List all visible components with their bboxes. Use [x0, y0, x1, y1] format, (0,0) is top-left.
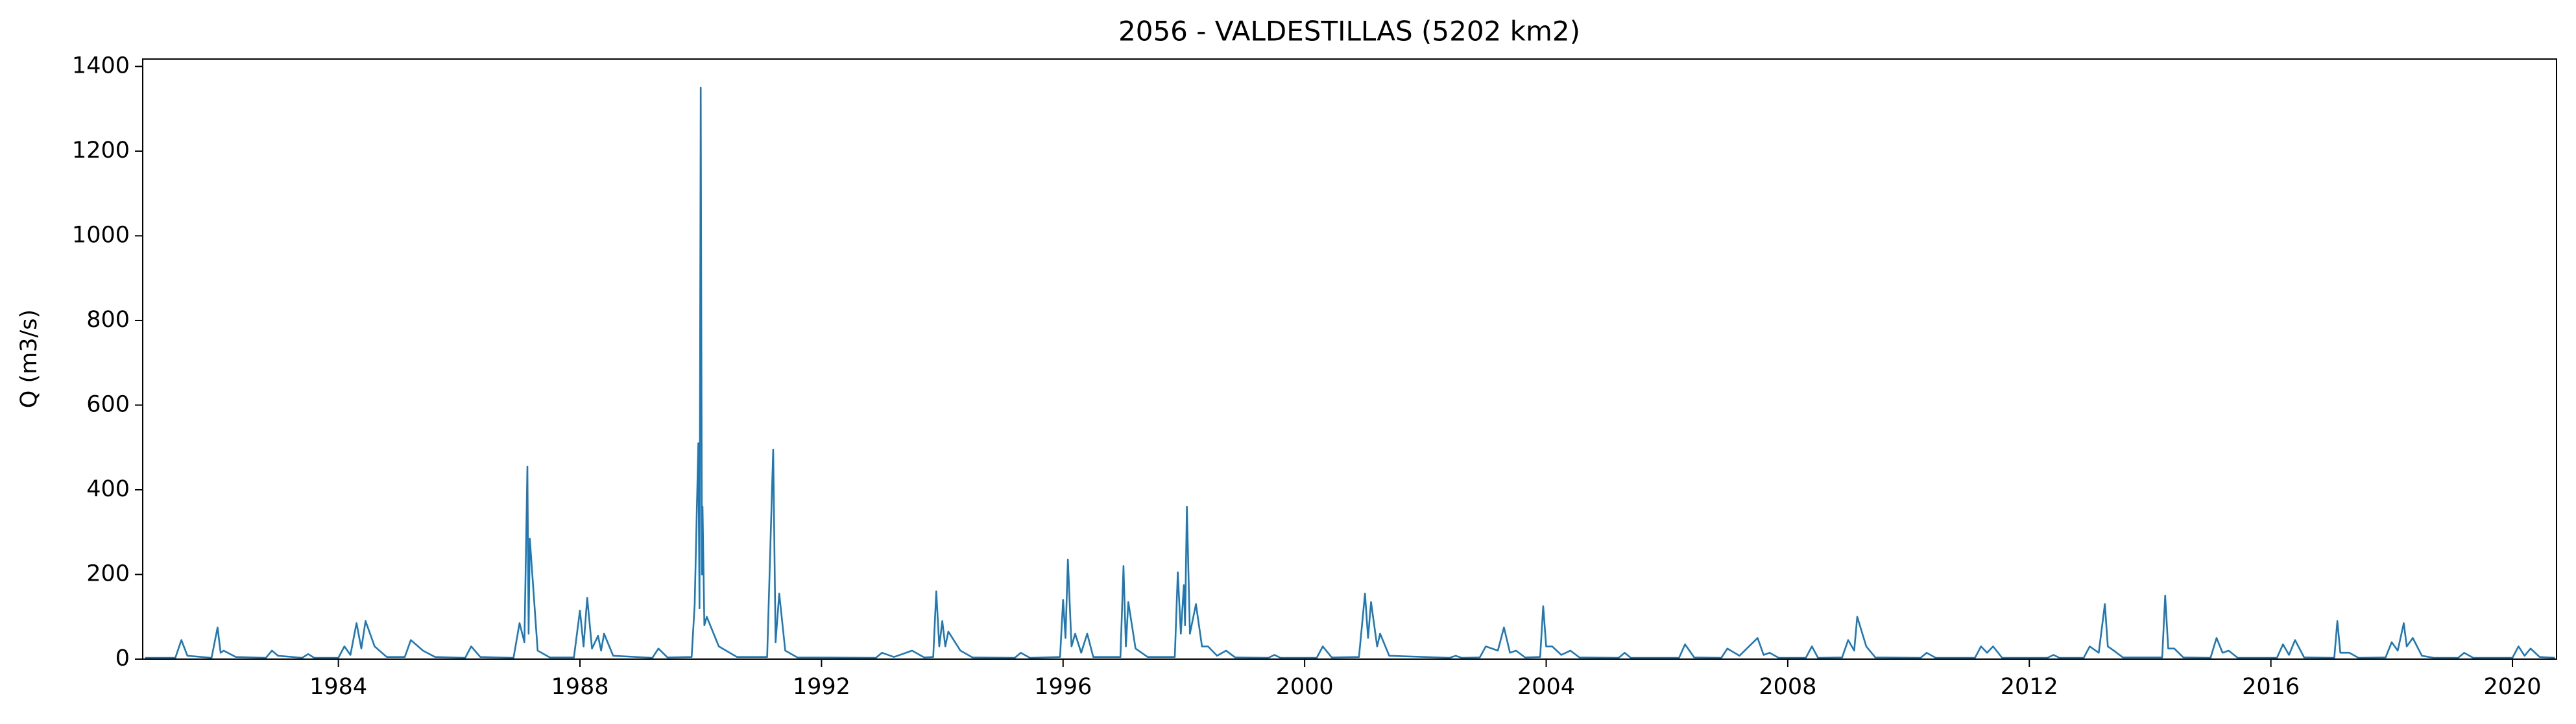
y-tick-label: 800: [86, 307, 130, 333]
x-tick-label: 2008: [1759, 674, 1816, 700]
y-tick-label: 0: [115, 646, 130, 671]
y-tick-label: 1000: [72, 222, 130, 248]
x-tick-label: 2020: [2484, 674, 2542, 700]
y-tick-label: 400: [86, 476, 130, 502]
x-tick-label: 1984: [309, 674, 367, 700]
x-tick-label: 1996: [1034, 674, 1092, 700]
x-tick-label: 2012: [2001, 674, 2058, 700]
y-tick-label: 200: [86, 561, 130, 586]
flow-line: [145, 86, 2555, 659]
x-tick-label: 1988: [551, 674, 608, 700]
y-axis-label: Q (m3/s): [16, 309, 42, 408]
x-tick-label: 2016: [2242, 674, 2300, 700]
x-tick-label: 2000: [1276, 674, 1334, 700]
x-tick-label: 1992: [793, 674, 850, 700]
x-tick-label: 2004: [1517, 674, 1575, 700]
y-tick-label: 600: [86, 391, 130, 417]
y-tick-label: 1200: [72, 138, 130, 163]
chart-title: 2056 - VALDESTILLAS (5202 km2): [1118, 16, 1580, 47]
y-tick-label: 1400: [72, 53, 130, 78]
plot-frame: [142, 58, 2557, 660]
